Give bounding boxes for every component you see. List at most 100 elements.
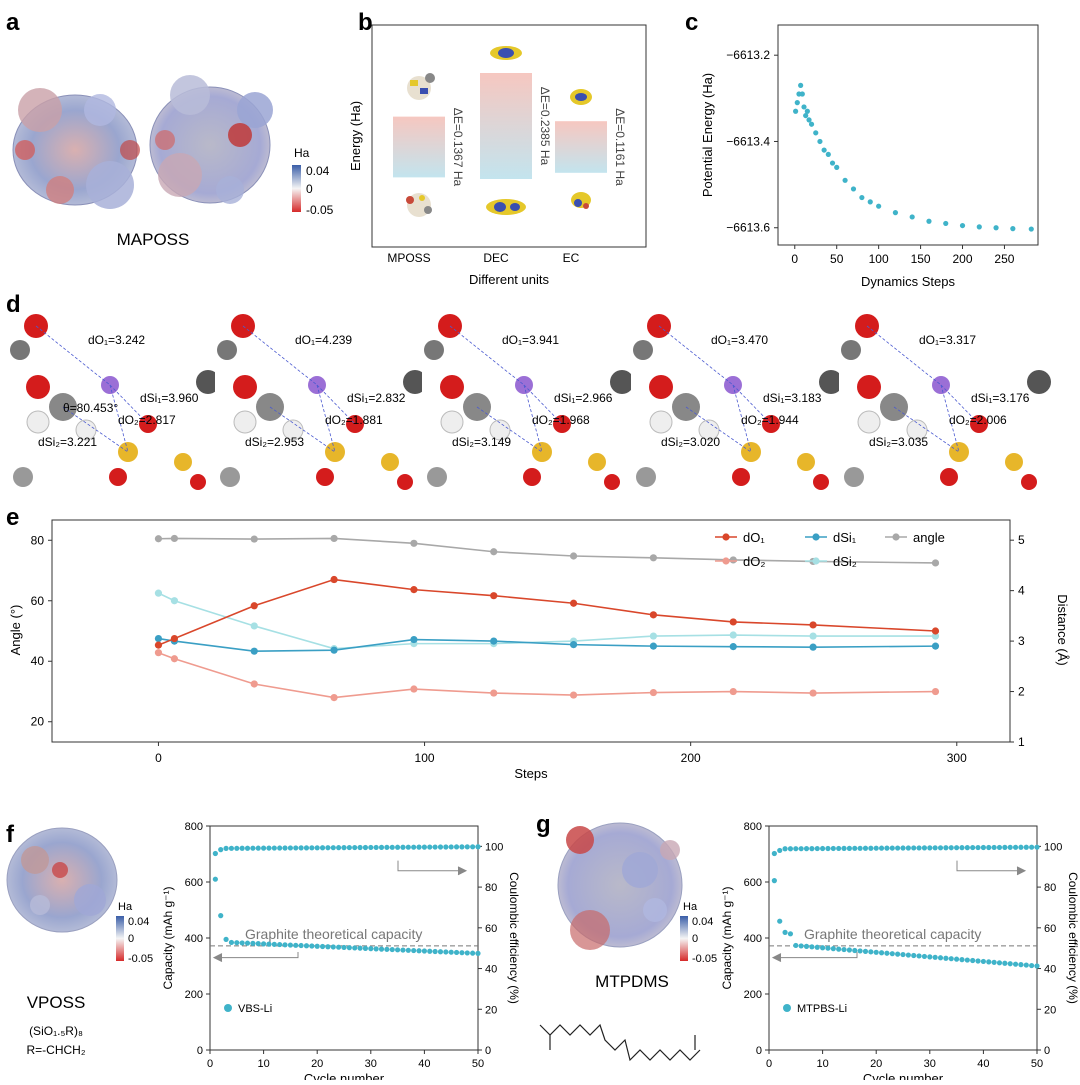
ce-point (228, 845, 235, 851)
capacity-point (937, 955, 944, 961)
panel-e-frame (51, 519, 1011, 743)
x-tick-label: 40 (418, 1058, 430, 1070)
series-point-1 (154, 634, 163, 643)
y-right-tick-label: 3 (1018, 634, 1025, 648)
legend-label: VBS-Li (238, 1003, 272, 1015)
ce-point (336, 845, 342, 851)
ce-point (975, 844, 981, 851)
capacity-point (1018, 962, 1024, 968)
oxygen-atom-icon (26, 375, 50, 399)
ce-point (787, 846, 794, 852)
capacity-point (975, 958, 981, 964)
energy-point (834, 164, 840, 170)
ce-point (889, 845, 895, 851)
gap-bar-ec (555, 121, 607, 173)
panel-f-molecule: Ha 0.04 0 -0.05 VPOSS (SiO₁.₅R)₈ R=-CHCH… (6, 827, 153, 1057)
carbon-atom-icon (841, 340, 861, 360)
capacity-point (443, 949, 449, 955)
ce-point (218, 847, 224, 853)
capacity-point (878, 950, 885, 956)
series-point-4 (649, 632, 658, 640)
ce-point (346, 844, 352, 851)
ce-point (234, 845, 240, 851)
ce-point (771, 850, 777, 857)
panel-label-b: b (358, 9, 373, 36)
energy-point (829, 160, 836, 166)
y-right-tick-label: 1 (1018, 735, 1025, 749)
ce-point (900, 845, 906, 851)
capacity-point (330, 944, 336, 950)
panel-c: 0 50 100 150 200 250 −6613.2 −6613.4 −6613.6 Dyna… (700, 24, 1039, 289)
label-dsi2: dSi₂=3.035 (869, 435, 928, 449)
capacity-point (271, 941, 277, 947)
label-do1: dO₁=3.470 (711, 333, 768, 347)
mposs-lumo-molecule-icon (406, 193, 432, 217)
energy-point (806, 117, 812, 123)
capacity-point (384, 946, 390, 952)
label-dsi2: dSi₂=3.221 (38, 435, 97, 449)
y-right-tick-label: 0 (1044, 1045, 1050, 1057)
label-dsi2: dSi₂=3.149 (452, 435, 511, 449)
panel-e: 0 100 200 300 20 40 60 80 1 2 3 4 5 Steps Angle (°) Dis… (8, 519, 1070, 781)
y-left-tick-label: 800 (185, 821, 203, 833)
label-do2: dO₂=1.881 (325, 413, 383, 427)
vposs-caption: VPOSS (27, 993, 86, 1012)
silicon-atom-icon (118, 442, 138, 462)
capacity-point (964, 957, 970, 963)
hydrogen-atom-icon (233, 410, 257, 434)
ce-point (809, 846, 815, 852)
capacity-point (336, 944, 342, 950)
y-left-tick-label: 0 (197, 1045, 203, 1057)
capacity-point (911, 952, 917, 959)
y-left-tick-label: 400 (185, 933, 203, 945)
legend-marker (722, 533, 730, 541)
x-tick-label: 0 (155, 751, 162, 765)
legend-label: angle (913, 530, 945, 545)
capacity-point (996, 960, 1003, 966)
label-dsi1: dSi₁=2.832 (347, 391, 406, 405)
capacity-point (1002, 960, 1008, 966)
capacity-point (266, 941, 272, 947)
ce-point (1023, 844, 1029, 850)
ce-point (959, 845, 965, 851)
series-point-0 (809, 621, 817, 629)
ce-point (921, 845, 928, 851)
energy-point (821, 147, 827, 153)
panel-a: Ha 0.04 0 -0.05 MAPOSS (12, 75, 334, 249)
oxygen-atom-icon (523, 468, 541, 486)
series-point-3 (569, 691, 578, 699)
orbital-icons (406, 46, 592, 217)
capacity-point (905, 952, 911, 958)
carbon-atom-icon (13, 467, 33, 487)
ce-point (421, 844, 427, 850)
oxygen-atom-icon (190, 474, 206, 490)
ce-point (437, 844, 444, 850)
oxygen-atom-icon (109, 468, 127, 486)
series-point-0 (569, 599, 578, 607)
series-point-4 (729, 631, 737, 639)
ce-point (352, 844, 358, 851)
ce-point (927, 845, 933, 851)
energy-point (993, 225, 999, 231)
capacity-point (900, 951, 906, 958)
series-line-3 (158, 651, 936, 699)
ce-point (475, 844, 481, 850)
panel-b-ylabel: Energy (Ha) (348, 101, 363, 171)
ce-point (277, 845, 283, 851)
ce-point (362, 844, 369, 851)
ce-point (932, 845, 938, 851)
panel-label-f: f (6, 821, 15, 848)
capacity-point (378, 946, 385, 952)
colorbar-gradient (292, 165, 301, 212)
ce-point (400, 844, 406, 850)
ce-point (325, 845, 331, 851)
ec-lumo-orbital-icon (570, 89, 592, 105)
capacity-point (793, 942, 799, 949)
maposs-esp-surface-left (12, 88, 140, 209)
capacity-point (959, 957, 965, 963)
capacity-point (319, 943, 326, 950)
ce-point (836, 845, 842, 852)
series-point-1 (729, 643, 737, 651)
legend-label: MTPBS-Li (797, 1003, 847, 1015)
ce-point (986, 844, 992, 851)
